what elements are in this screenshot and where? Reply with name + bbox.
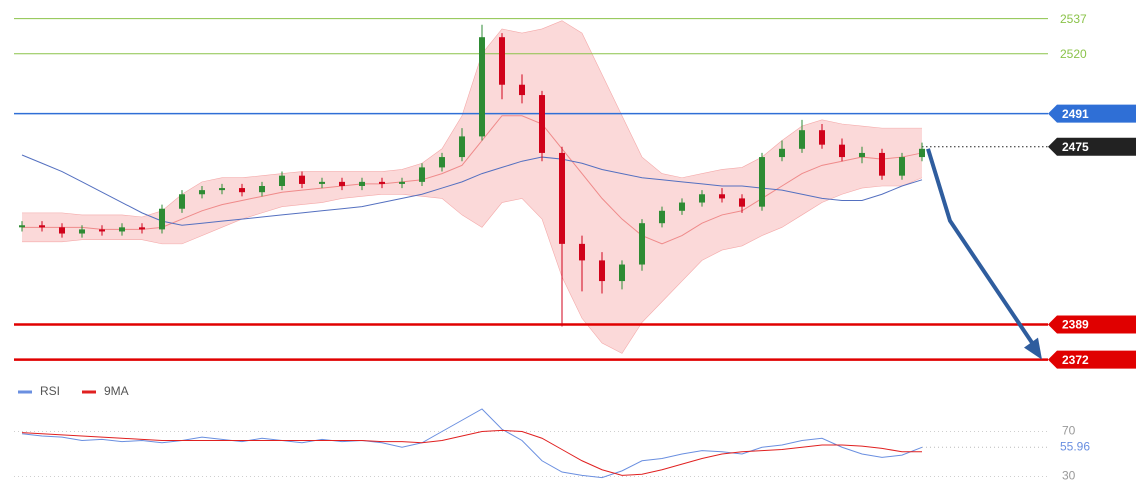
candle-body [739,198,745,207]
y-tick-label: 30 [1062,469,1076,483]
candle-body [179,194,185,209]
candle-body [659,210,665,224]
candle-body [559,152,565,244]
candle-body [259,186,265,193]
moving-average [21,154,923,226]
candle-body [219,188,225,191]
candle-body [459,136,465,158]
candle-body [359,181,365,186]
price-badge [1048,104,1136,123]
candle-body [919,148,925,158]
candle-body [59,227,65,234]
candle-body [139,227,145,230]
candle-body [439,157,445,168]
candle-body [619,264,625,282]
price-label: 2389 [1062,318,1089,332]
candle-body [339,181,345,186]
legend-label: 9MA [104,384,129,398]
candle-body [639,223,645,265]
forecast-arrow [926,148,1036,347]
indicator-line [21,408,923,479]
indicator-line [21,429,922,476]
price-badge [1048,315,1136,334]
price-badge [1048,350,1136,369]
candle-body [119,227,125,232]
band-lower [22,177,923,354]
candle-body [759,157,765,207]
candle-body [859,152,865,158]
candle-body [19,225,25,228]
candle-body [159,208,165,230]
legend-label: RSI [40,384,60,398]
candle-body [479,37,485,137]
candle-body [399,181,405,184]
candle-body [319,181,325,184]
candle-body [679,202,685,211]
candle-body [99,229,105,232]
band-upper [22,20,922,218]
candle-body [699,194,705,203]
candle-body [719,194,725,199]
price-label: 2491 [1062,107,1089,121]
candle-body [779,148,785,158]
forecast-arrowhead [1024,337,1042,360]
candle-body [299,175,305,184]
candle-body [519,84,525,96]
candle-body [599,260,605,282]
y-tick-label: 70 [1062,424,1076,438]
candle-body [799,130,805,149]
candle-body [819,130,825,145]
price-label: 2372 [1062,353,1089,367]
candle-body [279,175,285,186]
bollinger-band [22,20,922,354]
candle-body [39,225,45,228]
candle-body [539,95,545,153]
price-label: 2537 [1060,12,1087,26]
candle-body [79,229,85,234]
candle-body [839,144,845,158]
candle-body [899,157,905,176]
candle-body [879,152,885,176]
candle-body [579,243,585,261]
candle-body [379,181,385,184]
candle-body [199,190,205,195]
last-value-label: 55.96 [1060,439,1090,453]
candle-body [499,37,505,85]
price-label: 2475 [1062,140,1089,154]
price-badge [1048,137,1136,156]
candle-body [419,167,425,182]
candle-body [239,188,245,193]
price-label: 2520 [1060,47,1087,61]
